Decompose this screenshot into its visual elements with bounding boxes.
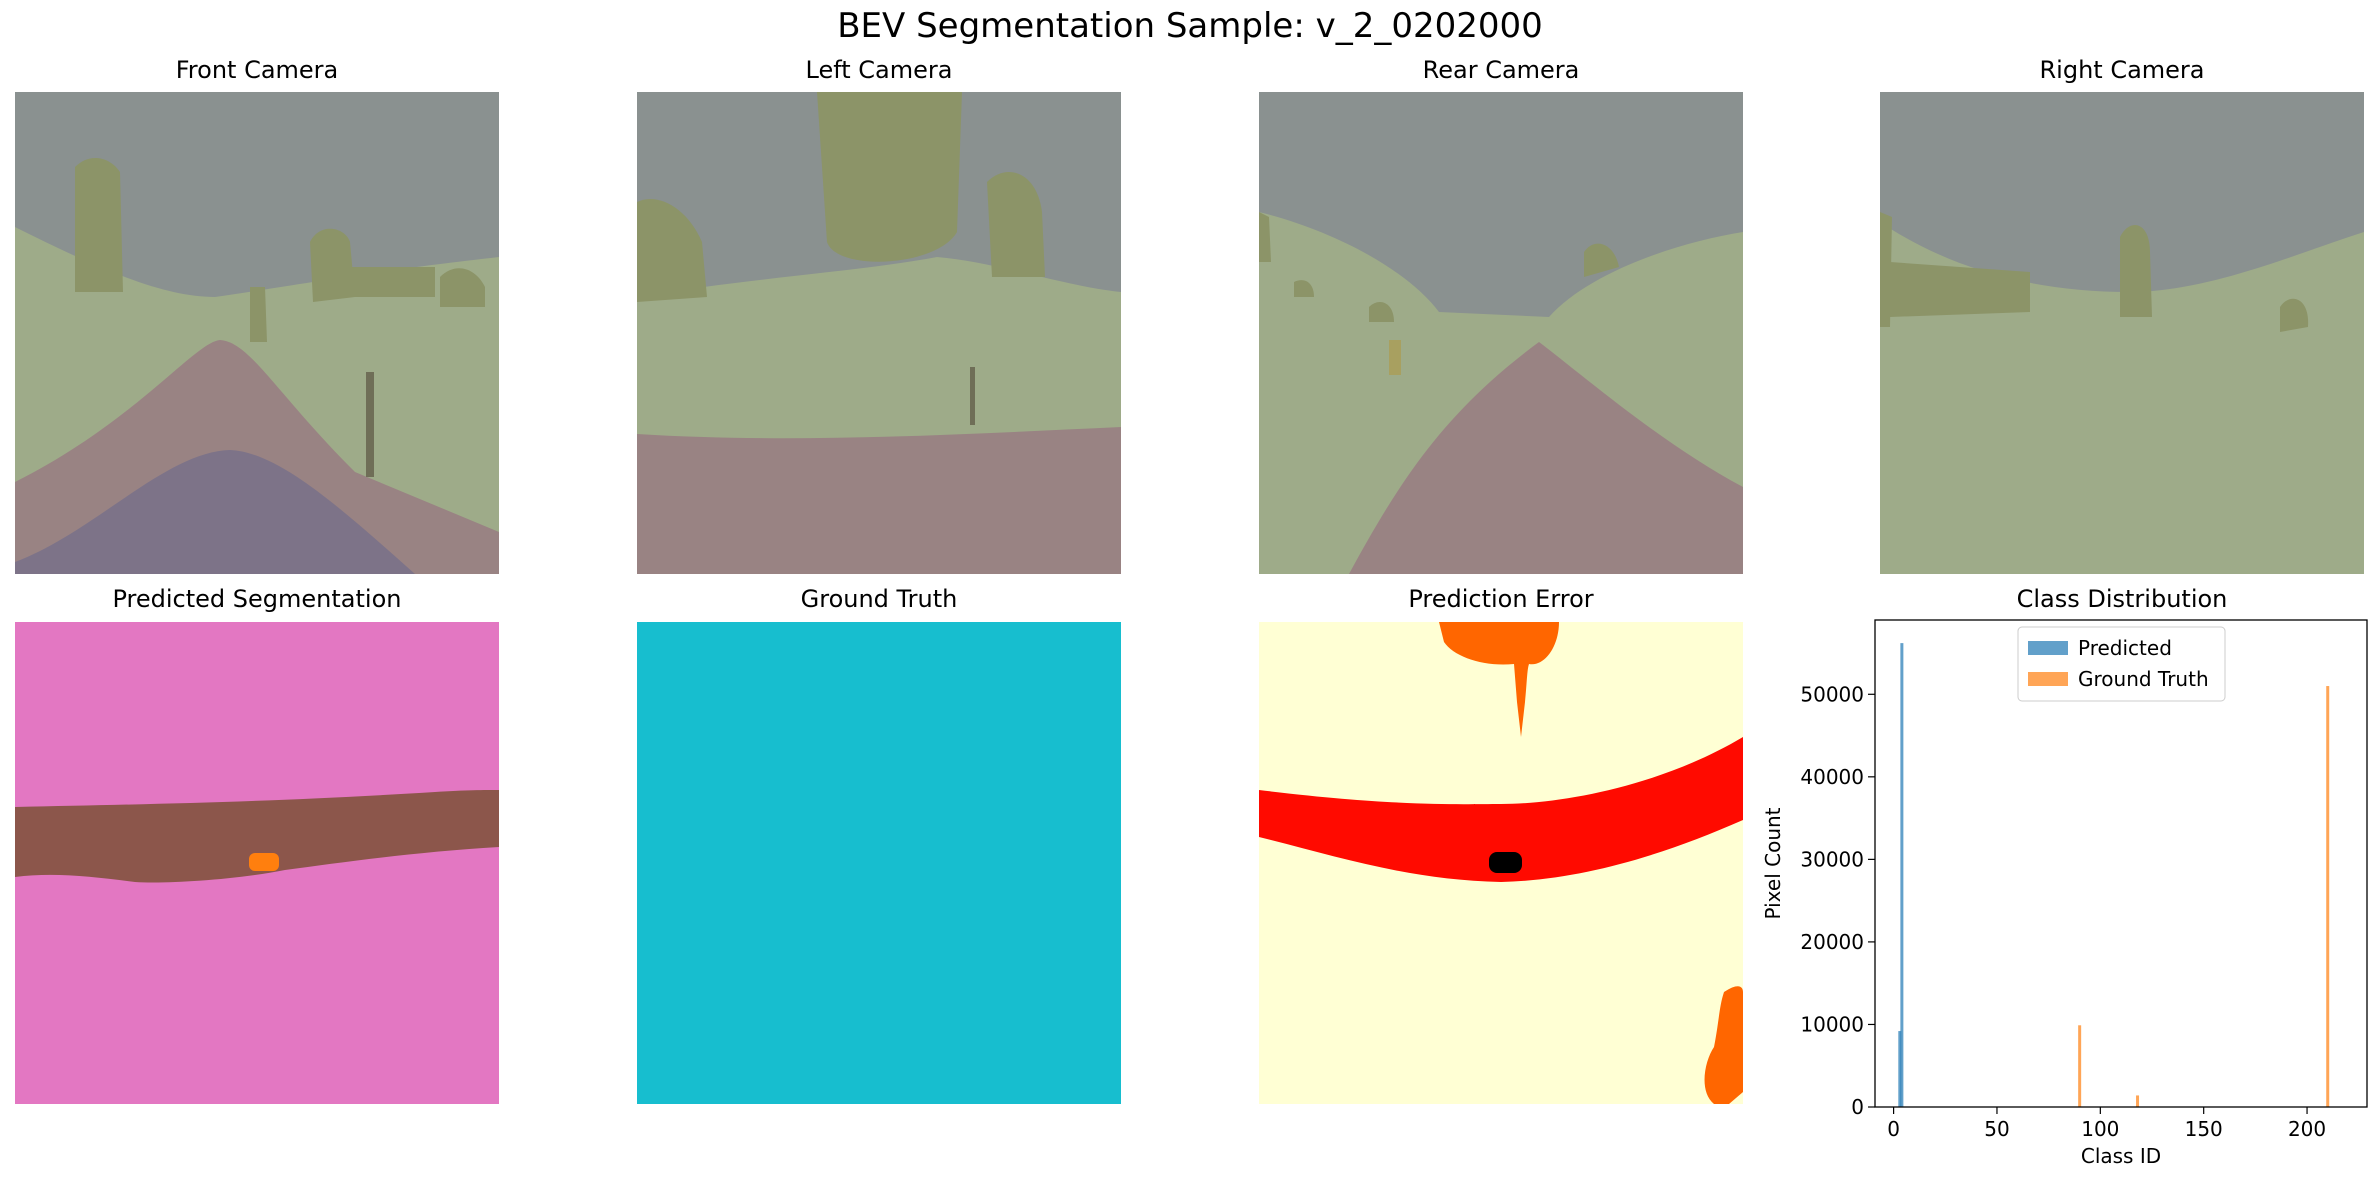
rear-camera-title: Rear Camera — [1422, 56, 1580, 84]
y-tick-label: 0 — [1851, 1095, 1864, 1119]
plot-frame — [1874, 619, 2368, 1108]
y-tick-label: 30000 — [1800, 847, 1864, 871]
front-camera-image — [15, 92, 499, 574]
x-tick-label: 50 — [1984, 1117, 2009, 1141]
y-tick-label: 10000 — [1800, 1012, 1864, 1036]
left-camera-title: Left Camera — [805, 56, 953, 84]
left-camera-image — [637, 92, 1121, 574]
x-tick-label: 0 — [1887, 1117, 1900, 1141]
legend-swatch — [2028, 641, 2068, 655]
x-axis-label: Class ID — [2081, 1144, 2161, 1168]
class-distribution-chart: 0 50 100 150 200 0 10000 20000 30000 40000 50000 Cl… — [1761, 619, 2368, 1168]
predicted-segmentation-image — [15, 622, 499, 1104]
x-tick-label: 100 — [2081, 1117, 2119, 1141]
y-tick-label: 40000 — [1800, 765, 1864, 789]
legend-swatch — [2028, 672, 2068, 686]
predicted-segmentation-title: Predicted Segmentation — [112, 585, 402, 613]
figure-title: BEV Segmentation Sample: v_2_0202000 — [837, 6, 1543, 46]
right-camera-image — [1880, 92, 2364, 574]
y-tick-label: 20000 — [1800, 930, 1864, 954]
y-tick-label: 50000 — [1800, 682, 1864, 706]
x-tick-label: 150 — [2185, 1117, 2223, 1141]
ground-truth-image — [637, 622, 1121, 1104]
predicted-bar — [1900, 643, 1904, 1107]
legend-label: Predicted — [2078, 636, 2172, 660]
legend-label: Ground Truth — [2078, 667, 2209, 691]
right-camera-title: Right Camera — [2039, 56, 2205, 84]
front-camera-title: Front Camera — [175, 56, 339, 84]
ground-truth-bar — [2326, 686, 2330, 1107]
x-tick-label: 200 — [2288, 1117, 2326, 1141]
ground-truth-bar — [2136, 1095, 2140, 1107]
class-distribution-title: Class Distribution — [2016, 585, 2228, 613]
rear-camera-image — [1259, 92, 1743, 574]
y-axis-label: Pixel Count — [1761, 807, 1785, 919]
ground-truth-title: Ground Truth — [800, 585, 958, 613]
prediction-error-image — [1259, 622, 1743, 1104]
ground-truth-bar — [2078, 1025, 2082, 1107]
legend-box — [2017, 626, 2226, 702]
predicted-bar — [1898, 1031, 1902, 1107]
prediction-error-title: Prediction Error — [1408, 585, 1594, 613]
